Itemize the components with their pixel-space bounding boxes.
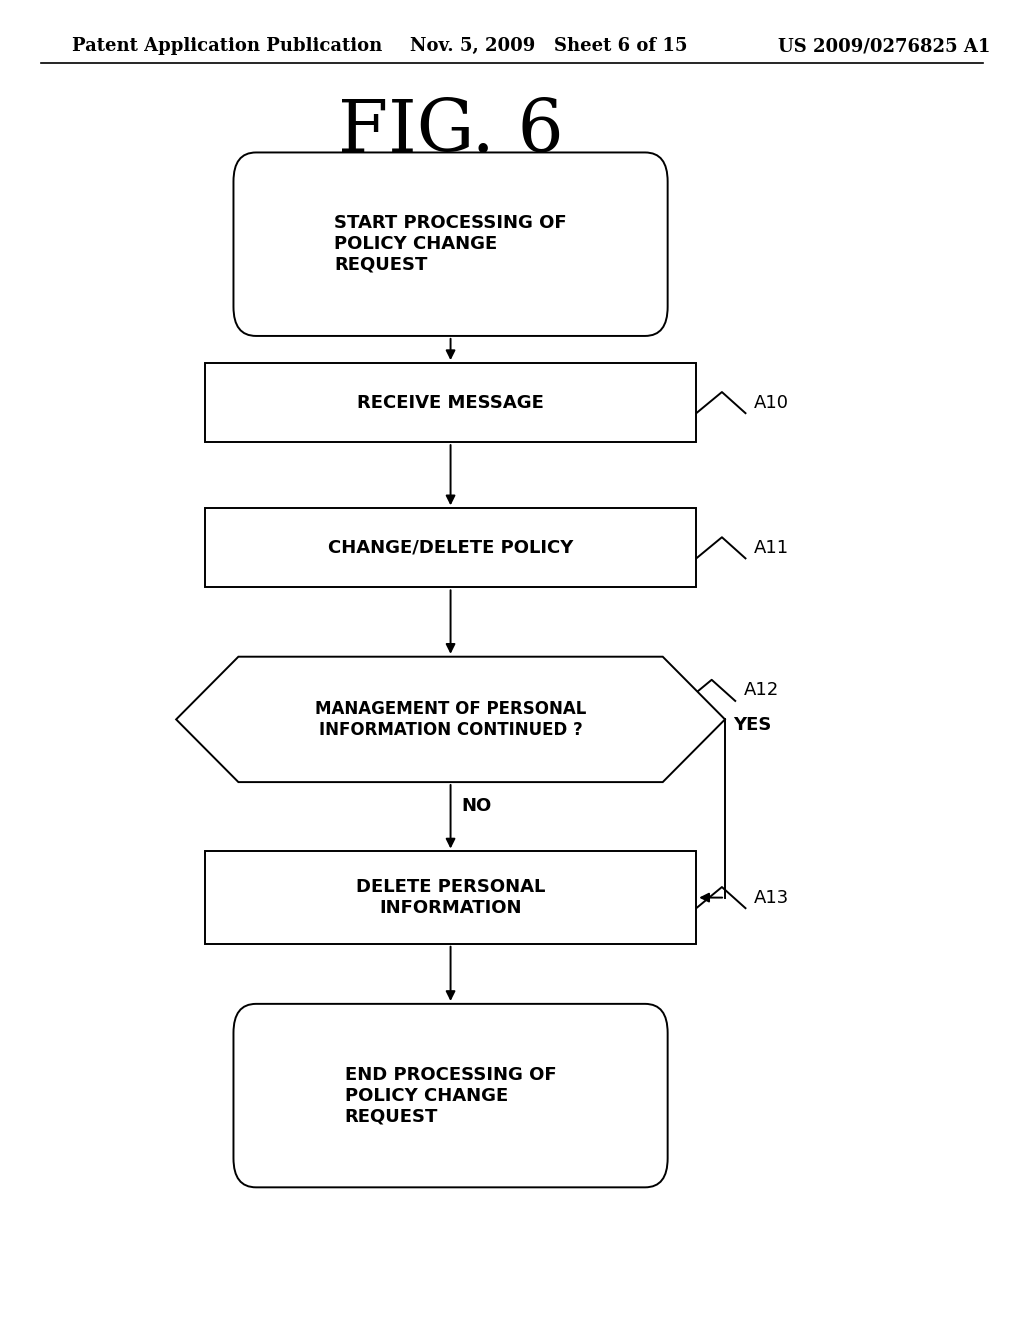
Text: MANAGEMENT OF PERSONAL
INFORMATION CONTINUED ?: MANAGEMENT OF PERSONAL INFORMATION CONTI… (314, 700, 587, 739)
Bar (205, 508, 696, 587)
Polygon shape (176, 656, 725, 781)
Bar (205, 851, 696, 944)
Text: END PROCESSING OF
POLICY CHANGE
REQUEST: END PROCESSING OF POLICY CHANGE REQUEST (345, 1065, 556, 1126)
Text: Nov. 5, 2009   Sheet 6 of 15: Nov. 5, 2009 Sheet 6 of 15 (410, 37, 687, 55)
Text: START PROCESSING OF
POLICY CHANGE
REQUEST: START PROCESSING OF POLICY CHANGE REQUES… (334, 214, 567, 275)
Text: NO: NO (461, 797, 492, 814)
Text: A10: A10 (754, 393, 788, 412)
Text: CHANGE/DELETE POLICY: CHANGE/DELETE POLICY (328, 539, 573, 557)
FancyBboxPatch shape (233, 1003, 668, 1188)
Text: Patent Application Publication: Patent Application Publication (72, 37, 382, 55)
Text: A12: A12 (743, 681, 778, 700)
Text: US 2009/0276825 A1: US 2009/0276825 A1 (778, 37, 990, 55)
Text: DELETE PERSONAL
INFORMATION: DELETE PERSONAL INFORMATION (356, 878, 545, 917)
Text: A13: A13 (754, 888, 788, 907)
Text: YES: YES (733, 715, 771, 734)
Text: A11: A11 (754, 539, 788, 557)
Bar (205, 363, 696, 442)
Text: RECEIVE MESSAGE: RECEIVE MESSAGE (357, 393, 544, 412)
FancyBboxPatch shape (233, 153, 668, 337)
Text: FIG. 6: FIG. 6 (338, 96, 563, 168)
